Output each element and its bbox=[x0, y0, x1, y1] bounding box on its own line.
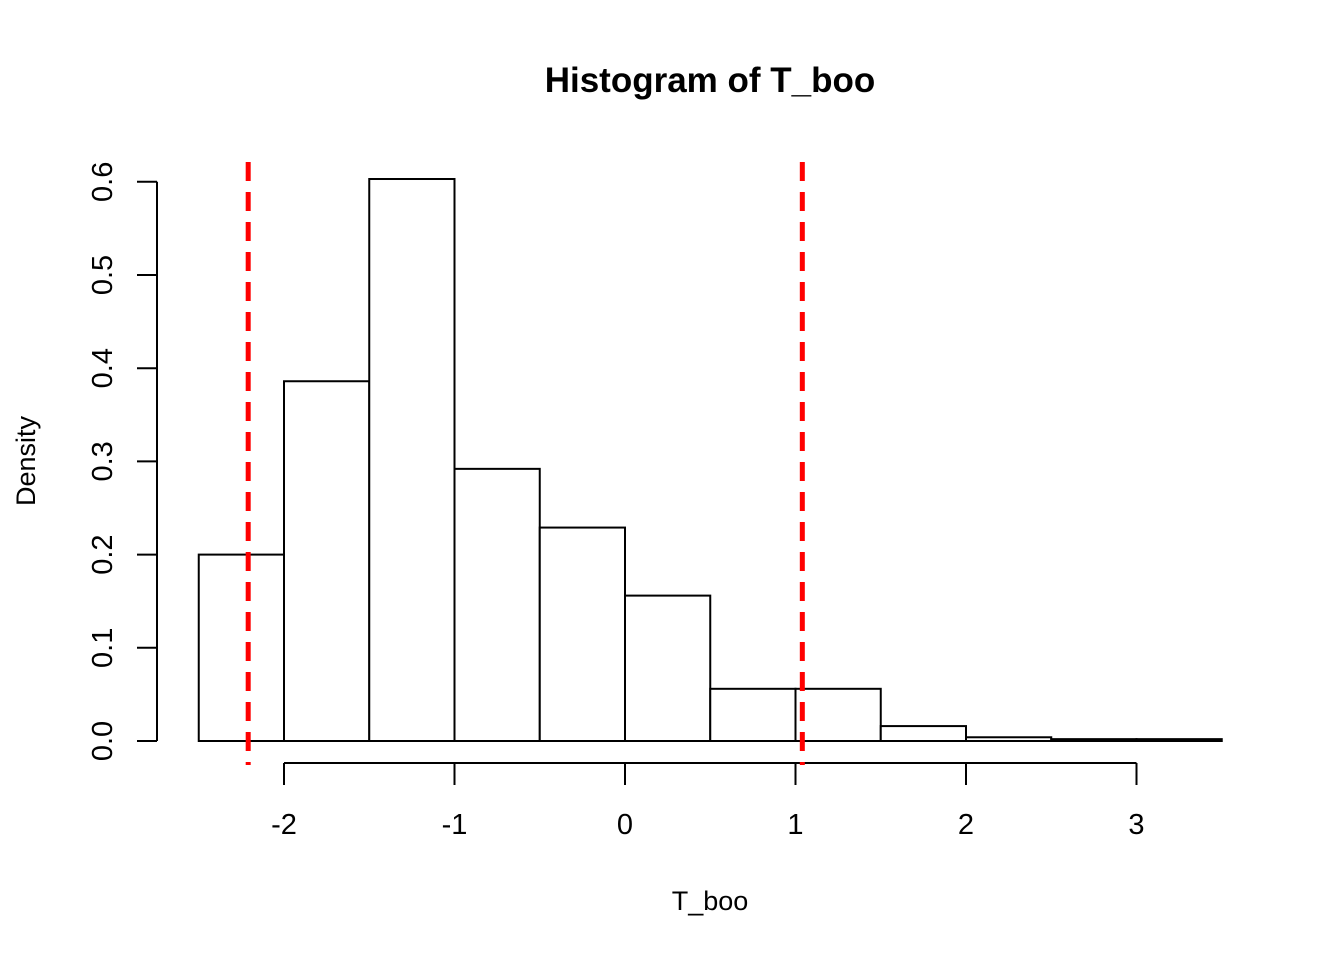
histogram-bar-2 bbox=[368, 178, 456, 742]
histogram-bar-6 bbox=[709, 687, 797, 742]
histogram-bar-8 bbox=[879, 725, 967, 743]
x-tick-label-0: -2 bbox=[271, 809, 297, 841]
histogram-bar-5 bbox=[624, 594, 712, 742]
y-axis-label: Density bbox=[11, 415, 41, 506]
y-axis: 0.0 0.1 0.2 0.3 0.4 0.5 0.6 bbox=[87, 162, 158, 761]
histogram-bar-11 bbox=[1135, 738, 1223, 742]
histogram-bar-0 bbox=[197, 553, 285, 742]
x-axis: -2 -1 0 1 2 3 bbox=[271, 762, 1145, 841]
histogram-bar-4 bbox=[538, 526, 626, 743]
x-tick-label-5: 3 bbox=[1128, 809, 1144, 841]
histogram-bar-10 bbox=[1050, 738, 1138, 742]
y-tick-label-4: 0.4 bbox=[87, 348, 119, 388]
x-tick-label-1: -1 bbox=[442, 809, 468, 841]
histogram-bars bbox=[197, 178, 1223, 743]
histogram-bar-7 bbox=[794, 687, 882, 742]
y-tick-label-6: 0.6 bbox=[87, 162, 119, 202]
histogram-bar-3 bbox=[453, 467, 541, 742]
y-tick-label-2: 0.2 bbox=[87, 534, 119, 574]
y-tick-label-5: 0.5 bbox=[87, 255, 119, 295]
y-tick-label-3: 0.3 bbox=[87, 441, 119, 481]
reference-lines bbox=[245, 162, 805, 765]
histogram-bar-1 bbox=[283, 380, 371, 742]
y-tick-label-0: 0.0 bbox=[87, 721, 119, 761]
histogram-bar-9 bbox=[965, 736, 1053, 742]
chart-title: Histogram of T_boo bbox=[545, 61, 876, 100]
x-tick-label-3: 1 bbox=[787, 809, 803, 841]
x-tick-label-2: 0 bbox=[617, 809, 633, 841]
y-tick-label-1: 0.1 bbox=[87, 628, 119, 668]
x-axis-label: T_boo bbox=[672, 886, 749, 916]
x-tick-label-4: 2 bbox=[958, 809, 974, 841]
